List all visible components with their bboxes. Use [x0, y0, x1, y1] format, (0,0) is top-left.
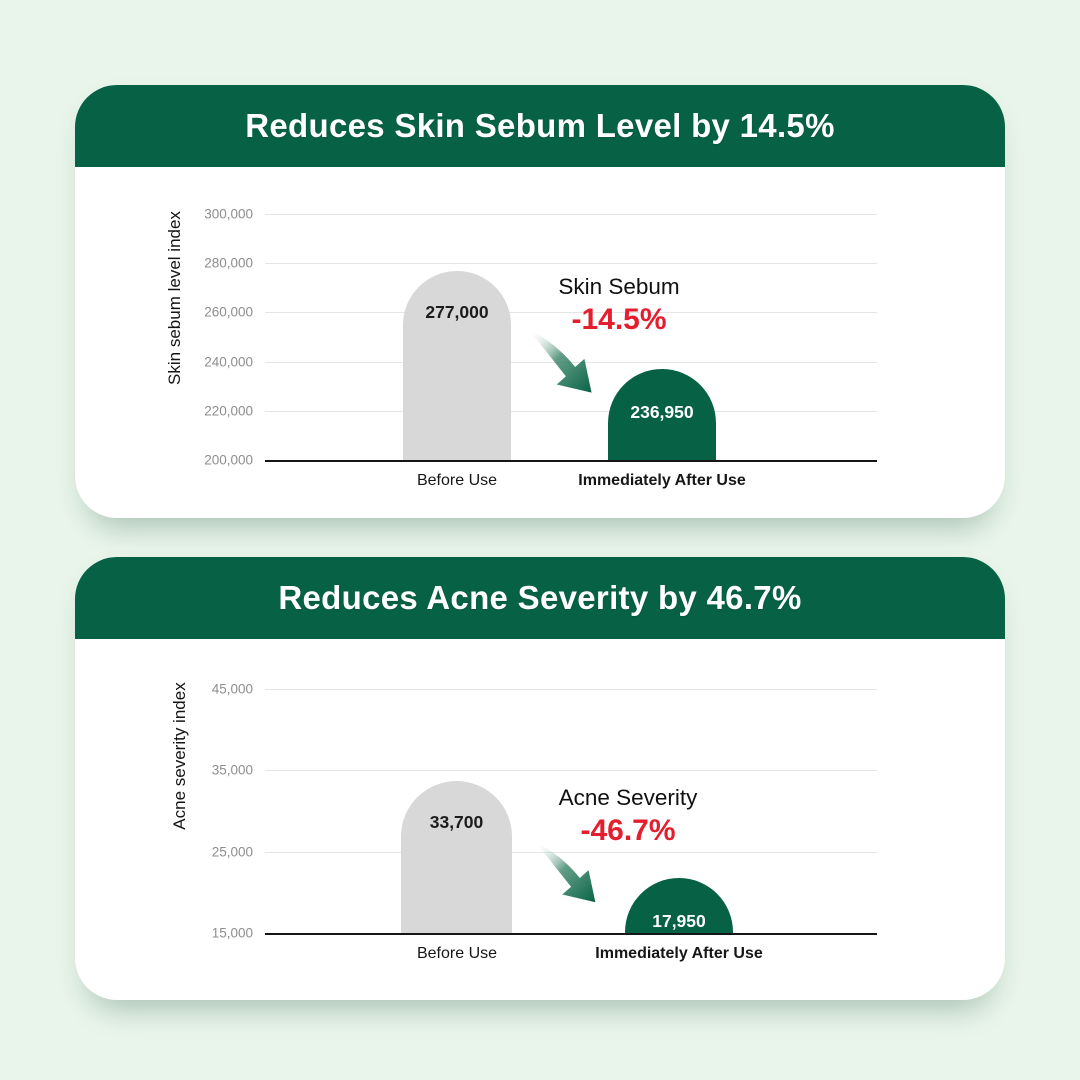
- card-acne-severity: Reduces Acne Severity by 46.7% Acne seve…: [75, 557, 1005, 1000]
- gridline: [265, 263, 877, 265]
- y-tick-label: 240,000: [204, 354, 253, 370]
- annotation-change: -46.7%: [580, 813, 676, 847]
- y-tick-label: 35,000: [211, 762, 253, 778]
- bar-after-use: 17,950: [625, 878, 733, 933]
- bar-before-use: 277,000: [403, 270, 511, 460]
- chart-area-acne-severity: Acne severity index 33,700 17,950 Before…: [75, 639, 1005, 1000]
- bar-value-before-use: 33,700: [429, 811, 484, 832]
- x-label-before-use: Before Use: [416, 472, 498, 489]
- x-axis-line: [265, 933, 877, 935]
- y-tick-label: 45,000: [211, 681, 253, 697]
- y-tick-label: 15,000: [211, 925, 253, 941]
- annotation-skin-sebum: Skin Sebum -14.5%: [558, 274, 679, 337]
- annotation-label: Acne Severity: [558, 785, 698, 810]
- x-label-before-use: Before Use: [416, 945, 498, 962]
- plot-acne-severity: 33,700 17,950 Before Use Immediately Aft…: [212, 682, 877, 962]
- y-tick-label: 25,000: [211, 844, 253, 860]
- card-title: Reduces Acne Severity by 46.7%: [278, 579, 802, 616]
- bar-value-after-use: 236,950: [630, 402, 694, 423]
- card-acne-severity-header: Reduces Acne Severity by 46.7%: [75, 557, 1005, 639]
- gridline: [265, 689, 877, 690]
- y-tick-label: 220,000: [204, 403, 253, 419]
- chart-area-skin-sebum: Skin sebum level index 277,000 236,950 B…: [75, 167, 1005, 518]
- card-skin-sebum-header: Reduces Skin Sebum Level by 14.5%: [75, 85, 1005, 167]
- y-axis-label: Acne severity index: [170, 682, 189, 830]
- bar-value-after-use: 17,950: [652, 911, 706, 931]
- y-axis-label: Skin sebum level index: [165, 211, 184, 385]
- card-title: Reduces Skin Sebum Level by 14.5%: [245, 107, 835, 144]
- gridline: [265, 410, 877, 412]
- gridline: [265, 770, 877, 772]
- bar-before-use: 33,700: [401, 780, 512, 933]
- decrease-arrow-icon: [536, 842, 596, 903]
- annotation-acne-severity: Acne Severity -46.7%: [559, 785, 698, 848]
- annotation-label: Skin Sebum: [558, 274, 680, 299]
- gridline: [265, 851, 877, 853]
- x-axis-line: [265, 460, 877, 462]
- gridline: [265, 214, 877, 215]
- y-tick-label: 200,000: [204, 452, 253, 468]
- x-label-after-use: Immediately After Use: [595, 945, 763, 962]
- annotation-change: -14.5%: [571, 302, 667, 336]
- y-tick-label: 300,000: [204, 206, 253, 222]
- decrease-arrow-icon: [529, 330, 592, 393]
- y-tick-label: 280,000: [204, 255, 253, 271]
- y-tick-label: 260,000: [204, 304, 253, 320]
- bar-value-before-use: 277,000: [425, 301, 489, 322]
- x-label-after-use: Immediately After Use: [578, 472, 746, 489]
- plot-skin-sebum: 277,000 236,950 Before Use Immediately A…: [204, 207, 877, 489]
- bar-after-use: 236,950: [608, 369, 716, 460]
- card-skin-sebum: Reduces Skin Sebum Level by 14.5% Skin s…: [75, 85, 1005, 518]
- gridline: [265, 312, 877, 314]
